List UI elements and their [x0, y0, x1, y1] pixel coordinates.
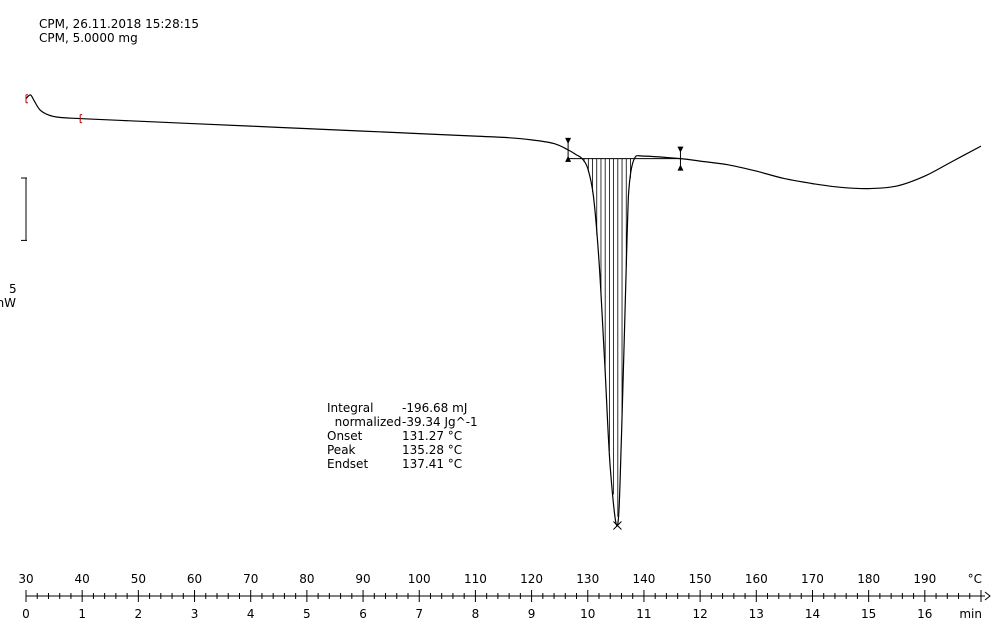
result-label: Integral	[327, 401, 374, 415]
time-tick-label: 15	[861, 607, 876, 621]
temperature-axis: 30 40 50 60 70 80 90 100 110 120 130 140 150 160 170 18…	[18, 572, 982, 586]
time-tick-label: 8	[472, 607, 480, 621]
temperature-tick-label: 180	[857, 572, 880, 586]
result-value: 135.28 °C	[402, 443, 463, 457]
temperature-tick-label: 150	[689, 572, 712, 586]
temperature-tick-label: 40	[75, 572, 90, 586]
temperature-tick-label: 160	[745, 572, 768, 586]
scale-bar	[21, 177, 27, 241]
time-tick-label: 5	[303, 607, 311, 621]
time-axis-arrow	[984, 591, 991, 601]
time-tick-label: 6	[359, 607, 367, 621]
time-tick-label: 2	[135, 607, 143, 621]
time-tick-label: 7	[415, 607, 423, 621]
temperature-tick-label: 80	[299, 572, 314, 586]
result-label: Onset	[327, 429, 363, 443]
time-axis: 0 1 2 3 4 5 6 7 8 9 10 11 12 13 14 15 16 min	[22, 590, 991, 621]
temperature-tick-label: 90	[355, 572, 370, 586]
sample-mass: CPM, 5.0000 mg	[39, 31, 138, 45]
result-label: normalized	[327, 415, 402, 429]
start-markers	[25, 94, 83, 124]
temperature-tick-label: 70	[243, 572, 258, 586]
time-tick-label: 0	[22, 607, 30, 621]
result-value: 131.27 °C	[402, 429, 463, 443]
time-tick-label: 13	[749, 607, 764, 621]
time-tick-label: 9	[528, 607, 536, 621]
integration-limit-markers	[565, 137, 684, 171]
time-tick-label: 11	[636, 607, 651, 621]
time-tick-label: 14	[805, 607, 820, 621]
time-tick-label: 16	[917, 607, 932, 621]
temperature-tick-label: 60	[187, 572, 202, 586]
temperature-tick-label: 170	[801, 572, 824, 586]
temperature-tick-label: 140	[632, 572, 655, 586]
peak-marker	[613, 521, 622, 530]
result-value: -196.68 mJ	[402, 401, 468, 415]
temperature-tick-label: 100	[408, 572, 431, 586]
temperature-tick-label: 30	[18, 572, 33, 586]
result-value: 137.41 °C	[402, 457, 463, 471]
temperature-tick-label: 110	[464, 572, 487, 586]
eval-marker	[25, 94, 28, 104]
scale-bar-unit: mW	[0, 296, 16, 310]
scale-bar-value: 5	[9, 282, 17, 296]
temperature-tick-label: 130	[576, 572, 599, 586]
time-tick-label: 4	[247, 607, 255, 621]
eval-marker	[79, 114, 83, 124]
time-tick-label: 1	[78, 607, 86, 621]
temperature-tick-label: 190	[913, 572, 936, 586]
time-tick-label: 12	[692, 607, 707, 621]
result-label: Endset	[327, 457, 369, 471]
time-unit-label: min	[959, 607, 982, 621]
temperature-tick-label: 50	[131, 572, 146, 586]
peak-cross	[613, 521, 622, 530]
sample-timestamp: CPM, 26.11.2018 15:28:15	[39, 17, 200, 31]
temperature-unit-label: °C	[968, 572, 982, 586]
time-tick-label: 3	[191, 607, 199, 621]
time-tick-label: 10	[580, 607, 595, 621]
heat-flow-curve	[25, 94, 982, 527]
result-value: -39.34 Jg^-1	[402, 415, 478, 429]
peak-integral-hatching	[583, 158, 631, 517]
temperature-tick-label: 120	[520, 572, 543, 586]
result-label: Peak	[327, 443, 356, 457]
